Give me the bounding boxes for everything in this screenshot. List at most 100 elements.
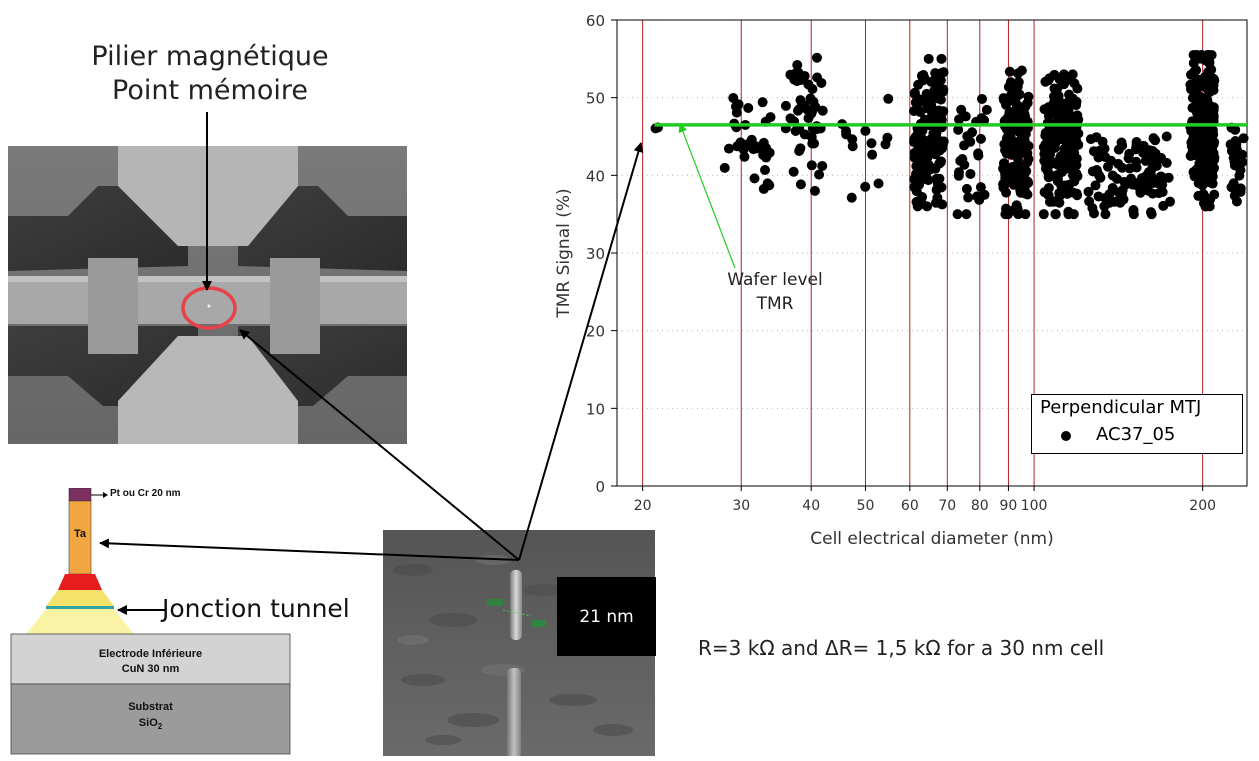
data-point [847,134,858,145]
data-point [792,60,803,71]
data-point [749,173,760,184]
data-point [926,92,937,103]
data-point [1113,158,1124,169]
data-point [807,138,818,149]
data-point [1137,173,1148,184]
data-point [757,97,768,108]
y-tick-label: 30 [586,245,605,263]
data-point [1050,209,1061,220]
data-point [1157,186,1168,197]
data-point [1127,179,1138,190]
x-axis-label: Cell electrical diameter (nm) [810,529,1054,549]
data-point [1097,136,1108,147]
data-point [1001,148,1012,159]
data-point [935,157,946,168]
data-point [794,145,805,156]
data-point [1010,171,1021,182]
junction-label: Jonction tunnel [162,594,350,623]
data-point [814,169,825,180]
x-tick-label: 100 [1021,498,1048,514]
data-point [931,197,942,208]
substrate-label-line1: Substrat [128,701,173,713]
data-point [1084,196,1095,207]
data-point [1191,49,1202,60]
y-tick-label: 10 [586,400,605,418]
data-point [965,168,976,179]
data-point [1147,163,1158,174]
data-point [750,141,761,152]
y-axis-label: TMR Signal (%) [554,188,574,318]
x-tick-label: 50 [857,498,875,514]
data-point [1143,185,1154,196]
data-point [793,67,804,78]
x-tick-label: 40 [802,498,820,514]
data-point [758,150,769,161]
data-point [1208,85,1219,96]
data-point [1058,182,1069,193]
sem-device-drawing [8,146,407,444]
data-point [1193,90,1204,101]
data-point [1234,170,1245,181]
data-point [929,140,940,151]
data-point [1042,103,1053,114]
sem-device-image [8,146,407,444]
electrode-label: Electrode Inférieure CuN 30 nm [11,648,290,675]
data-point [795,179,806,190]
data-point [1145,207,1156,218]
data-point [936,182,947,193]
data-point [1043,111,1054,122]
data-point [923,175,934,186]
electrode-label-line2: CuN 30 nm [121,663,180,675]
data-point [1235,186,1246,197]
data-point [1188,58,1199,69]
data-point [1123,153,1134,164]
data-point [860,181,871,192]
x-tick-label: 20 [634,498,652,514]
chart-legend: Perpendicular MTJ AC37_05 [1031,394,1243,454]
data-point [965,136,976,147]
legend-title: Perpendicular MTJ [1040,397,1202,418]
data-point [913,79,924,90]
data-point [972,191,983,202]
data-point [975,133,986,144]
data-point [883,93,894,104]
wafer-level-annotation: Wafer level TMR [700,268,850,316]
data-point [1070,131,1081,142]
data-point [1022,157,1033,168]
data-point [1039,155,1050,166]
data-point [882,132,893,143]
data-point [846,192,857,203]
data-point [1161,131,1172,142]
data-point [1003,131,1014,142]
data-point [1100,209,1111,220]
x-tick-label: 60 [901,498,919,514]
data-point [873,178,884,189]
data-point [923,53,934,64]
data-point [1231,144,1242,155]
data-point [1094,145,1105,156]
data-point [1071,160,1082,171]
data-point [1195,157,1206,168]
data-point [1228,178,1239,189]
data-point [1012,81,1023,92]
data-point [936,68,947,79]
data-point [959,159,970,170]
substrate-label: Substrat SiO2 [11,701,290,731]
x-tick-label: 90 [1000,498,1018,514]
data-point [1194,103,1205,114]
data-point [1049,196,1060,207]
data-point [1014,102,1025,113]
data-point [1119,176,1130,187]
substrate-formula: SiO [138,717,158,729]
data-point [1189,171,1200,182]
x-tick-label: 80 [971,498,989,514]
data-point [1038,209,1049,220]
data-point [952,209,963,220]
data-point [1191,74,1202,85]
data-point [1206,163,1217,174]
data-point [1017,165,1028,176]
data-point [926,101,937,112]
data-point [953,170,964,181]
substrate-label-line2: SiO2 [11,717,290,731]
data-point [1102,161,1113,172]
